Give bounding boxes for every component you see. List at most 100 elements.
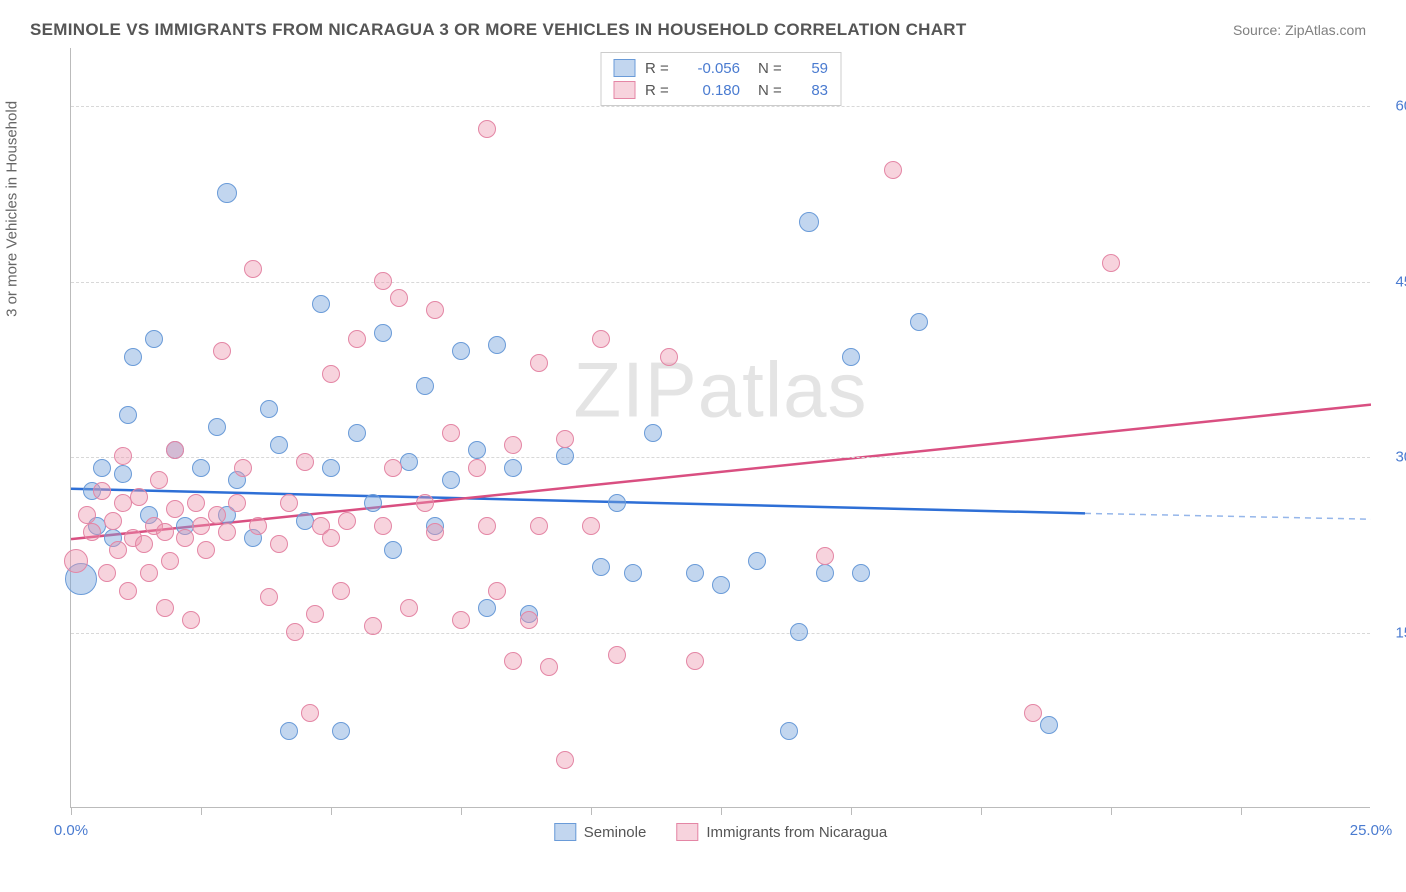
- data-point: [234, 459, 252, 477]
- data-point: [608, 494, 626, 512]
- data-point: [582, 517, 600, 535]
- data-point: [520, 611, 538, 629]
- trend-line: [71, 405, 1371, 539]
- data-point: [119, 582, 137, 600]
- data-point: [218, 523, 236, 541]
- data-point: [884, 161, 902, 179]
- data-point: [161, 552, 179, 570]
- chart-title: SEMINOLE VS IMMIGRANTS FROM NICARAGUA 3 …: [30, 20, 967, 40]
- data-point: [78, 506, 96, 524]
- data-point: [488, 582, 506, 600]
- data-point: [322, 459, 340, 477]
- data-point: [660, 348, 678, 366]
- data-point: [556, 751, 574, 769]
- data-point: [478, 120, 496, 138]
- swatch-icon: [613, 59, 635, 77]
- data-point: [312, 295, 330, 313]
- swatch-icon: [554, 823, 576, 841]
- data-point: [556, 447, 574, 465]
- data-point: [260, 400, 278, 418]
- legend-stats: R =-0.056N =59R =0.180N =83: [600, 52, 841, 106]
- data-point: [332, 722, 350, 740]
- data-point: [192, 517, 210, 535]
- data-point: [530, 354, 548, 372]
- data-point: [780, 722, 798, 740]
- header: SEMINOLE VS IMMIGRANTS FROM NICARAGUA 3 …: [20, 20, 1376, 48]
- data-point: [910, 313, 928, 331]
- y-tick-label: 60.0%: [1378, 98, 1406, 115]
- data-point: [644, 424, 662, 442]
- data-point: [608, 646, 626, 664]
- data-point: [442, 424, 460, 442]
- data-point: [442, 471, 460, 489]
- data-point: [228, 494, 246, 512]
- data-point: [384, 541, 402, 559]
- data-point: [748, 552, 766, 570]
- data-point: [504, 652, 522, 670]
- x-tick: [981, 807, 982, 815]
- data-point: [93, 459, 111, 477]
- data-point: [64, 549, 88, 573]
- x-tick-label: 25.0%: [1350, 822, 1393, 839]
- data-point: [208, 506, 226, 524]
- data-point: [249, 517, 267, 535]
- legend-stat-row: R =-0.056N =59: [609, 57, 832, 79]
- x-tick: [331, 807, 332, 815]
- data-point: [338, 512, 356, 530]
- data-point: [816, 547, 834, 565]
- data-point: [114, 447, 132, 465]
- data-point: [478, 517, 496, 535]
- trend-lines: [71, 48, 1371, 808]
- data-point: [150, 471, 168, 489]
- data-point: [286, 623, 304, 641]
- data-point: [816, 564, 834, 582]
- grid-line: [71, 282, 1370, 283]
- data-point: [686, 564, 704, 582]
- data-point: [176, 529, 194, 547]
- chart-area: 3 or more Vehicles in Household ZIPatlas…: [20, 48, 1376, 828]
- data-point: [390, 289, 408, 307]
- data-point: [1040, 716, 1058, 734]
- data-point: [166, 441, 184, 459]
- data-point: [322, 529, 340, 547]
- data-point: [98, 564, 116, 582]
- data-point: [504, 459, 522, 477]
- data-point: [322, 365, 340, 383]
- data-point: [114, 465, 132, 483]
- watermark: ZIPatlas: [573, 344, 867, 435]
- legend-n-label: N =: [758, 60, 788, 77]
- data-point: [109, 541, 127, 559]
- x-tick: [721, 807, 722, 815]
- data-point: [93, 482, 111, 500]
- data-point: [182, 611, 200, 629]
- data-point: [270, 535, 288, 553]
- legend-r-label: R =: [645, 60, 675, 77]
- data-point: [332, 582, 350, 600]
- x-tick: [851, 807, 852, 815]
- data-point: [624, 564, 642, 582]
- data-point: [852, 564, 870, 582]
- data-point: [374, 272, 392, 290]
- data-point: [468, 441, 486, 459]
- legend-item: Seminole: [554, 823, 647, 841]
- data-point: [478, 599, 496, 617]
- data-point: [374, 324, 392, 342]
- data-point: [280, 722, 298, 740]
- data-point: [799, 212, 819, 232]
- data-point: [790, 623, 808, 641]
- legend-r-label: R =: [645, 82, 675, 99]
- data-point: [426, 301, 444, 319]
- y-tick-label: 15.0%: [1378, 624, 1406, 641]
- x-tick: [71, 807, 72, 815]
- data-point: [468, 459, 486, 477]
- source-label: Source: ZipAtlas.com: [1233, 22, 1366, 38]
- data-point: [213, 342, 231, 360]
- swatch-icon: [676, 823, 698, 841]
- data-point: [130, 488, 148, 506]
- data-point: [348, 424, 366, 442]
- data-point: [426, 523, 444, 541]
- data-point: [842, 348, 860, 366]
- data-point: [374, 517, 392, 535]
- data-point: [452, 611, 470, 629]
- data-point: [244, 260, 262, 278]
